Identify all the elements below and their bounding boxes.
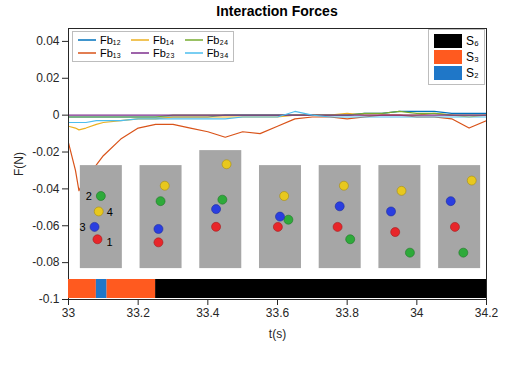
html-text:Fb₂₄: Fb₂₄: [206, 34, 229, 46]
svg-text:0.02: 0.02: [36, 71, 60, 85]
svg-text:-0.02: -0.02: [32, 145, 60, 159]
svg-text:1: 1: [106, 236, 112, 248]
svg-text:-0.06: -0.06: [32, 219, 60, 233]
svg-text:4: 4: [107, 206, 113, 218]
svg-text:3: 3: [79, 221, 85, 233]
svg-text:0: 0: [53, 108, 60, 122]
svg-text:33.4: 33.4: [196, 306, 220, 320]
html-text:S₂: S₂: [466, 66, 479, 80]
svg-text:33.6: 33.6: [266, 306, 290, 320]
svg-text:34: 34: [410, 306, 424, 320]
svg-text:34.2: 34.2: [475, 306, 499, 320]
svg-text:33: 33: [62, 306, 76, 320]
svg-text:F(N): F(N): [12, 152, 26, 176]
svg-text:-0.1: -0.1: [39, 292, 60, 306]
svg-text:-0.08: -0.08: [32, 255, 60, 269]
svg-text:0.04: 0.04: [36, 34, 60, 48]
html-text:Fb₁₄: Fb₁₄: [153, 34, 175, 46]
html-text:Interaction Forces: Interaction Forces: [216, 3, 338, 19]
html-text:Fb₃₄: Fb₃₄: [206, 47, 229, 59]
html-text:S₆: S₆: [466, 34, 479, 48]
svg-text:2: 2: [86, 190, 92, 202]
svg-text:33.2: 33.2: [126, 306, 150, 320]
html-text:Fb₁₂: Fb₁₂: [100, 34, 121, 46]
svg-text:-0.04: -0.04: [32, 182, 60, 196]
svg-text:t(s): t(s): [269, 327, 286, 341]
html-text:Fb₂₃: Fb₂₃: [153, 47, 175, 59]
html-text:S₃: S₃: [466, 50, 479, 64]
svg-text:33.8: 33.8: [335, 306, 359, 320]
html-text:Fb₁₃: Fb₁₃: [100, 47, 121, 59]
